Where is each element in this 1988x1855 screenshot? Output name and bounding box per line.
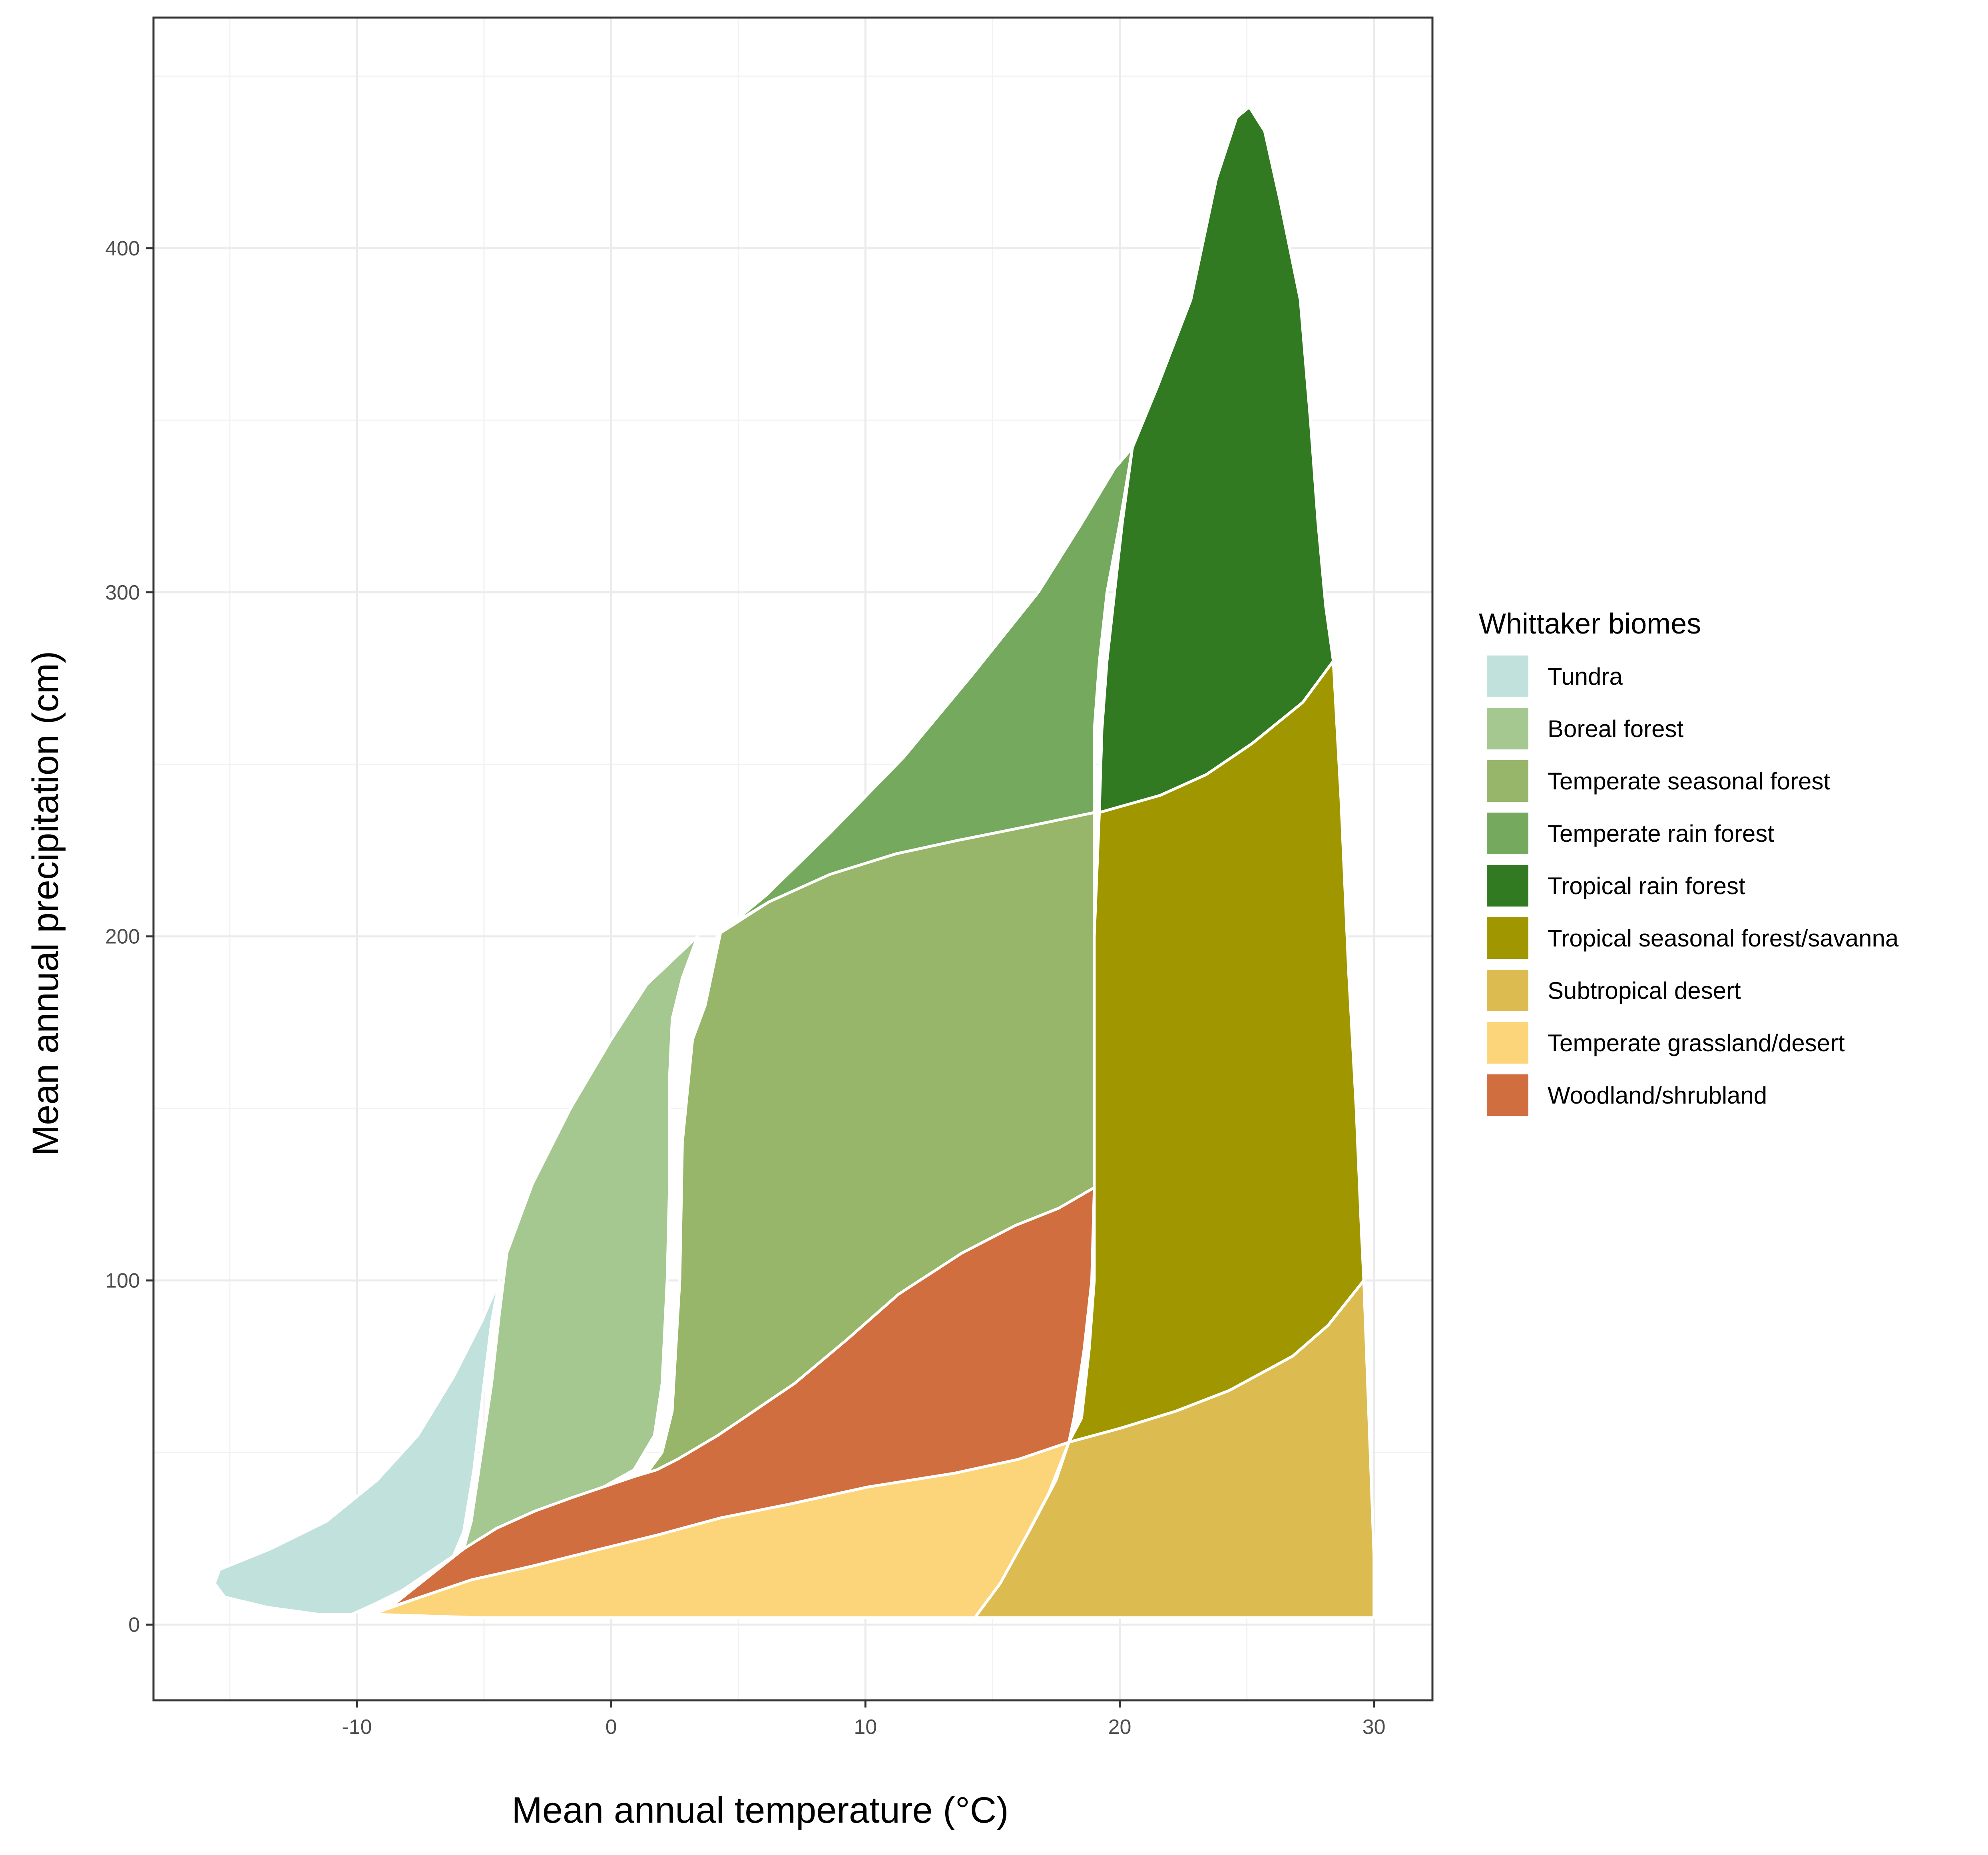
y-tick-label: 400: [105, 237, 140, 260]
legend-key-boreal-forest: [1487, 708, 1528, 749]
x-tick-label: 20: [1108, 1716, 1131, 1739]
legend-key-temperate-grassland-desert: [1487, 1022, 1528, 1064]
x-tick-label: 30: [1363, 1716, 1386, 1739]
legend-key-subtropical-desert: [1487, 970, 1528, 1011]
legend-label-temperate-seasonal-forest: Temperate seasonal forest: [1548, 768, 1830, 795]
legend-label-tundra: Tundra: [1548, 663, 1623, 690]
legend-label-woodland-shrubland: Woodland/shrubland: [1548, 1082, 1767, 1109]
x-axis: -10 0 10 20 30: [342, 1700, 1386, 1739]
plot-border: [152, 16, 1434, 1702]
legend-label-subtropical-desert: Subtropical desert: [1548, 977, 1741, 1004]
legend-key-woodland-shrubland: [1487, 1074, 1528, 1116]
biome-area-temperate-rain-forest: [696, 446, 1134, 1020]
legend-title: Whittaker biomes: [1479, 608, 1701, 640]
y-axis: 0 100 200 300 400: [105, 237, 153, 1637]
biome-area-boreal-forest: [462, 935, 699, 1550]
y-tick-label: 200: [105, 925, 140, 948]
y-axis-title: Mean annual precipitation (cm): [25, 651, 66, 1156]
legend-key-tropical-seasonal-forest-savanna: [1487, 917, 1528, 959]
x-axis-title: Mean annual temperature (°C): [512, 1790, 1009, 1831]
biome-area-woodland-shrubland: [388, 1186, 1096, 1609]
legend-key-tropical-rain-forest: [1487, 865, 1528, 907]
x-tick-label: 10: [854, 1716, 877, 1739]
y-tick-label: 300: [105, 581, 140, 604]
legend-label-boreal-forest: Boreal forest: [1548, 715, 1683, 742]
legend: Whittaker biomes Tundra Boreal forest Temp…: [1479, 608, 1899, 1116]
legend-label-tropical-rain-forest: Tropical rain forest: [1548, 873, 1745, 899]
y-tick-label: 0: [128, 1614, 140, 1637]
legend-key-tundra: [1487, 656, 1528, 697]
legend-label-temperate-rain-forest: Temperate rain forest: [1548, 820, 1774, 847]
legend-key-temperate-seasonal-forest: [1487, 760, 1528, 802]
biome-areas: [213, 106, 1376, 1619]
x-tick-label: -10: [342, 1716, 372, 1739]
legend-label-tropical-seasonal-forest-savanna: Tropical seasonal forest/savanna: [1548, 925, 1899, 952]
legend-label-temperate-grassland-desert: Temperate grassland/desert: [1548, 1030, 1845, 1056]
y-tick-label: 100: [105, 1269, 140, 1293]
legend-items: Tundra Boreal forest Temperate seasonal fo…: [1487, 656, 1899, 1116]
legend-key-temperate-rain-forest: [1487, 813, 1528, 854]
biome-area-tundra: [213, 1279, 501, 1616]
x-tick-label: 0: [606, 1716, 617, 1739]
biome-area-tropical-rain-forest: [1098, 106, 1335, 814]
